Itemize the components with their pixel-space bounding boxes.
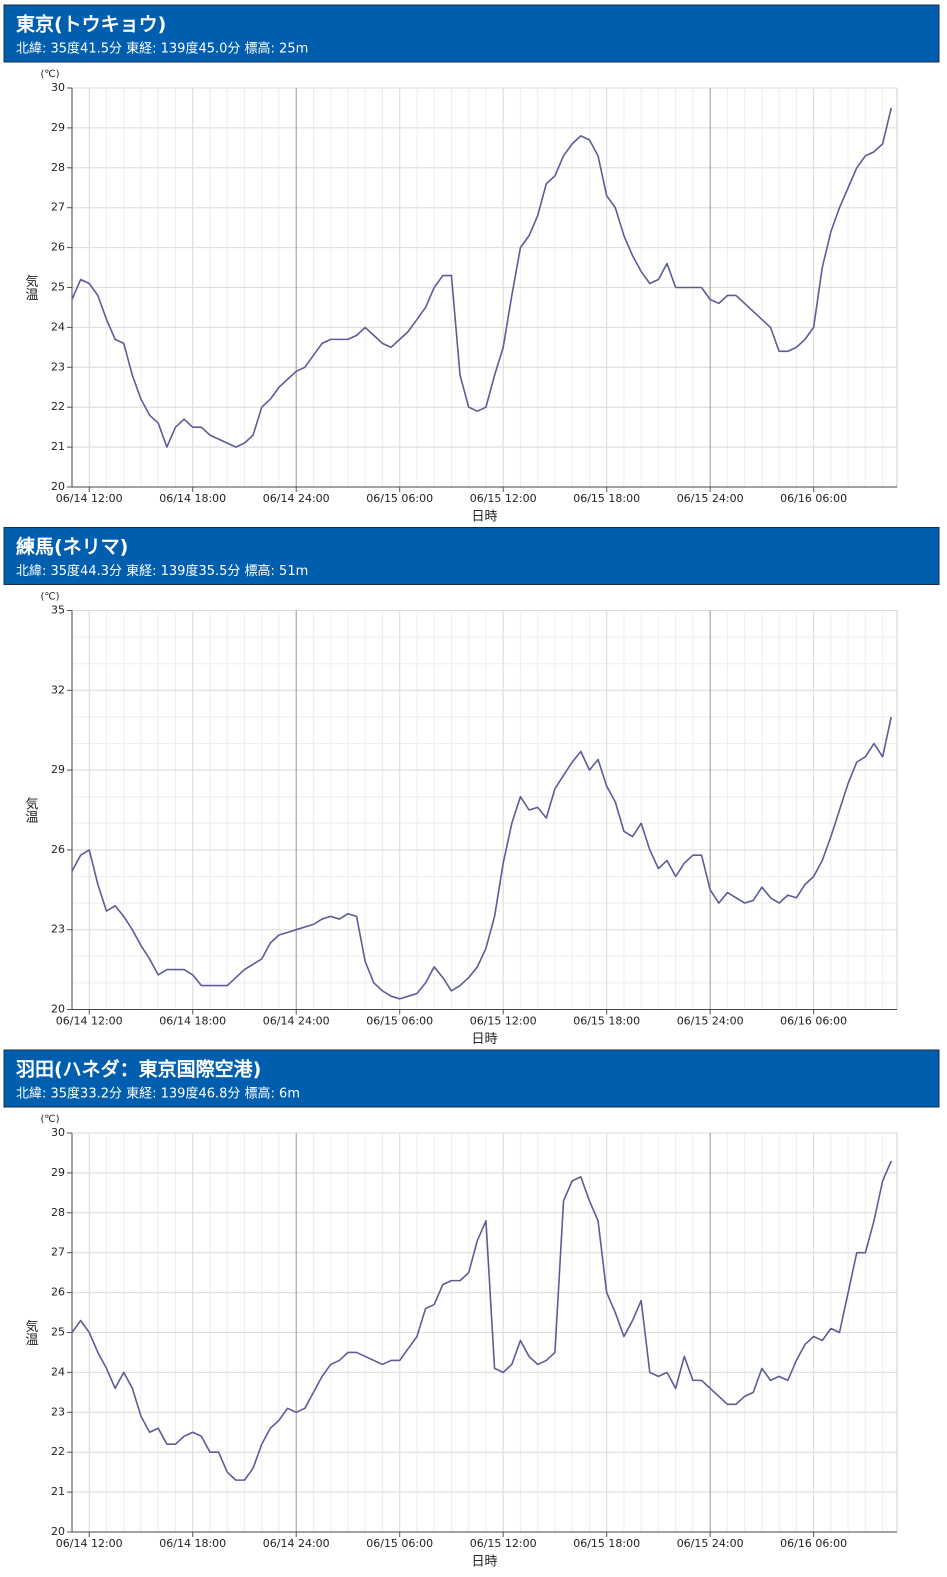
y-tick-label: 23	[51, 923, 65, 936]
y-unit-label: (℃)	[40, 69, 59, 80]
station-subtitle: 北緯: 35度41.5分 東経: 139度45.0分 標高: 25m	[16, 41, 308, 57]
station-title: 東京(トウキョウ)	[16, 13, 166, 36]
y-tick-label: 30	[51, 81, 65, 94]
x-tick-label: 06/14 24:00	[263, 492, 330, 505]
x-tick-label: 06/14 12:00	[56, 1537, 123, 1550]
y-tick-label: 28	[51, 1206, 65, 1219]
y-tick-label: 22	[51, 400, 65, 413]
x-tick-label: 06/15 12:00	[470, 492, 537, 505]
y-tick-label: 26	[51, 1286, 65, 1299]
station-panel: 東京(トウキョウ) 北緯: 35度41.5分 東経: 139度45.0分 標高: …	[3, 4, 940, 525]
y-tick-label: 21	[51, 1485, 65, 1498]
x-tick-label: 06/14 18:00	[159, 492, 226, 505]
y-tick-label: 29	[51, 121, 65, 134]
x-tick-label: 06/15 06:00	[366, 1015, 433, 1028]
y-tick-label: 32	[51, 683, 65, 696]
station-title: 羽田(ハネダ：東京国際空港)	[16, 1058, 261, 1081]
y-tick-label: 29	[51, 1166, 65, 1179]
x-tick-label: 06/14 18:00	[159, 1015, 226, 1028]
x-tick-label: 06/15 18:00	[573, 1537, 640, 1550]
y-axis-label: 気温	[23, 1319, 39, 1346]
y-tick-label: 28	[51, 161, 65, 174]
y-tick-label: 27	[51, 1246, 65, 1259]
x-tick-label: 06/15 24:00	[677, 1537, 744, 1550]
x-tick-label: 06/16 06:00	[780, 492, 847, 505]
x-axis-label: 日時	[471, 1555, 497, 1570]
y-tick-label: 25	[51, 281, 65, 294]
x-tick-label: 06/15 12:00	[470, 1537, 537, 1550]
y-tick-label: 20	[51, 1525, 65, 1538]
y-tick-label: 29	[51, 763, 65, 776]
x-tick-label: 06/15 24:00	[677, 492, 744, 505]
x-tick-label: 06/15 06:00	[366, 1537, 433, 1550]
y-tick-label: 20	[51, 480, 65, 493]
station-panel: 羽田(ハネダ：東京国際空港) 北緯: 35度33.2分 東経: 139度46.8分…	[3, 1049, 940, 1570]
x-tick-label: 06/16 06:00	[780, 1537, 847, 1550]
y-tick-label: 27	[51, 201, 65, 214]
station-subtitle: 北緯: 35度44.3分 東経: 139度35.5分 標高: 51m	[16, 563, 308, 579]
temperature-line	[71, 1160, 892, 1481]
y-axis-label: 気温	[23, 274, 39, 301]
station-subtitle: 北緯: 35度33.2分 東経: 139度46.8分 標高: 6m	[16, 1086, 300, 1102]
x-tick-label: 06/14 12:00	[56, 492, 123, 505]
y-tick-label: 30	[51, 1126, 65, 1139]
temperature-line	[71, 107, 893, 448]
y-tick-label: 23	[51, 1405, 65, 1418]
x-tick-label: 06/14 24:00	[263, 1015, 330, 1028]
station-panel: 練馬(ネリマ) 北緯: 35度44.3分 東経: 139度35.5分 標高: 51…	[3, 527, 940, 1047]
x-tick-label: 06/14 12:00	[56, 1015, 123, 1028]
y-tick-label: 24	[51, 1365, 65, 1378]
y-axis-label: 気温	[23, 796, 39, 823]
y-tick-label: 26	[51, 241, 65, 254]
y-unit-label: (℃)	[40, 1114, 59, 1125]
station-header	[3, 4, 940, 63]
x-axis-label: 日時	[471, 1032, 497, 1047]
x-tick-label: 06/16 06:00	[780, 1015, 847, 1028]
x-tick-label: 06/15 18:00	[573, 1015, 640, 1028]
x-tick-label: 06/15 24:00	[677, 1015, 744, 1028]
y-tick-label: 25	[51, 1326, 65, 1339]
y-tick-label: 24	[51, 320, 65, 333]
y-tick-label: 22	[51, 1445, 65, 1458]
x-tick-label: 06/15 12:00	[470, 1015, 537, 1028]
y-unit-label: (℃)	[40, 592, 59, 603]
x-tick-label: 06/14 18:00	[159, 1537, 226, 1550]
y-tick-label: 21	[51, 440, 65, 453]
x-tick-label: 06/14 24:00	[263, 1537, 330, 1550]
y-tick-label: 23	[51, 360, 65, 373]
x-axis-label: 日時	[471, 510, 497, 525]
y-tick-label: 26	[51, 843, 65, 856]
x-tick-label: 06/15 18:00	[573, 492, 640, 505]
station-title: 練馬(ネリマ)	[16, 535, 128, 558]
y-tick-label: 35	[51, 604, 65, 617]
station-header	[3, 527, 940, 585]
temperature-line	[71, 716, 893, 1000]
x-tick-label: 06/15 06:00	[366, 492, 433, 505]
y-tick-label: 20	[51, 1003, 65, 1016]
station-header	[3, 1049, 940, 1108]
